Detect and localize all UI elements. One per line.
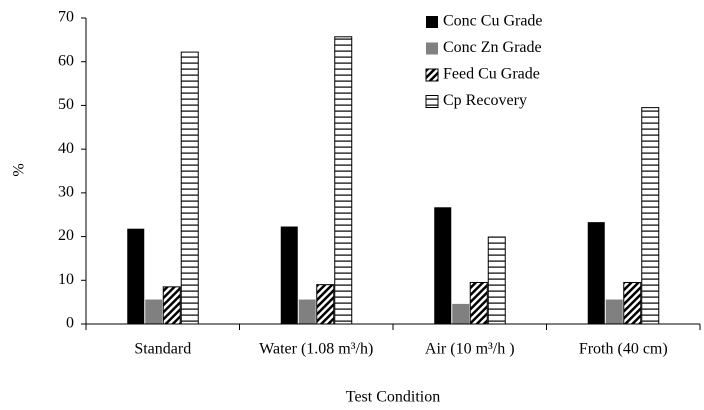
bar bbox=[127, 228, 145, 324]
legend-label: Conc Cu Grade bbox=[443, 13, 543, 30]
bar bbox=[334, 36, 353, 325]
y-tick-label: 30 bbox=[58, 184, 74, 201]
legend-label: Cp Recovery bbox=[443, 92, 527, 109]
bar bbox=[180, 51, 199, 325]
y-tick-label: 70 bbox=[58, 9, 74, 26]
legend-swatch bbox=[426, 42, 438, 55]
y-axis-label: % bbox=[11, 163, 28, 176]
bar bbox=[434, 207, 452, 324]
bar bbox=[605, 299, 623, 324]
bar bbox=[641, 107, 660, 325]
bar bbox=[623, 281, 642, 325]
legend-label: Conc Zn Grade bbox=[443, 39, 542, 56]
bar bbox=[298, 299, 316, 324]
x-tick-label: Standard bbox=[134, 341, 191, 358]
y-tick-label: 0 bbox=[66, 315, 74, 332]
x-axis-label: Test Condition bbox=[346, 389, 440, 406]
bar bbox=[452, 303, 470, 324]
legend-swatch bbox=[425, 95, 439, 108]
legend-swatch bbox=[425, 68, 439, 82]
bar bbox=[145, 299, 163, 324]
legend-label: Feed Cu Grade bbox=[443, 66, 540, 83]
x-tick-label: Froth (40 cm) bbox=[579, 341, 668, 358]
legend-swatch bbox=[426, 16, 438, 28]
y-tick-label: 50 bbox=[58, 96, 74, 113]
x-tick-label: Air (10 m³/h ) bbox=[425, 341, 515, 358]
y-tick-label: 20 bbox=[58, 227, 74, 244]
y-tick-label: 40 bbox=[58, 140, 74, 157]
y-tick-label: 60 bbox=[58, 52, 74, 69]
bar bbox=[469, 281, 488, 325]
bar bbox=[316, 284, 335, 325]
x-tick-label: Water (1.08 m³/h) bbox=[259, 341, 373, 358]
bar bbox=[280, 226, 298, 324]
bar bbox=[487, 236, 506, 325]
bar bbox=[162, 286, 181, 325]
bar bbox=[587, 222, 605, 324]
y-tick-label: 10 bbox=[58, 271, 74, 288]
